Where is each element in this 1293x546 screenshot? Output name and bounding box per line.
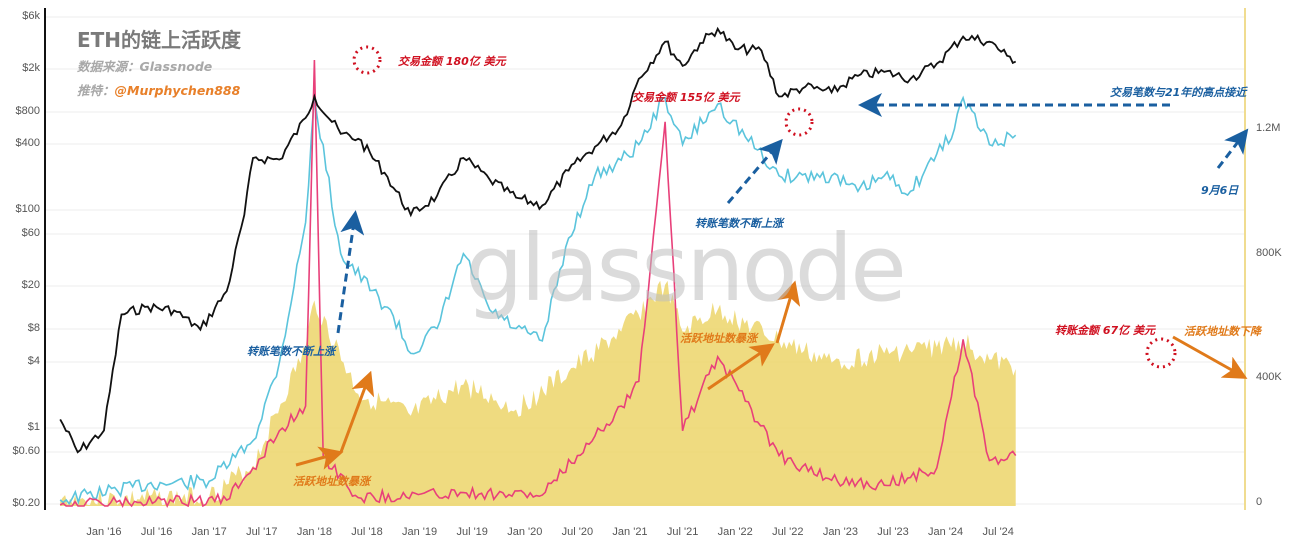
annotation-volume-2018: 交易金额 180亿 美元 [398,55,506,68]
chart-title: ETH的链上活跃度 [77,28,242,52]
arrow-tx-rising-2021 [726,138,783,204]
right-axis-tick-label: 400K [1256,371,1282,383]
arrow-sep6-rising [1216,128,1249,169]
right-axis-tick-label: 1.2M [1256,122,1281,134]
arrow-active-decline [1172,335,1248,379]
x-axis-tick-label: Jul '20 [561,526,594,538]
x-axis-tick-label: Jul '17 [246,526,278,538]
arrow-active-surge-2017a [295,446,344,470]
left-axis-tick-label: $0.20 [12,497,40,509]
twitter-handle[interactable]: @Murphychen888 [114,83,241,98]
data-source-value: Glassnode [139,59,213,74]
x-axis-tick-label: Jan '18 [296,526,332,538]
annotation-date-marker: 9月6日 [1201,184,1239,197]
x-axis-tick-label: Jan '21 [612,526,648,538]
arrow-tx-rising-2017 [336,210,365,334]
x-axis-tick-label: Jul '19 [456,526,488,538]
right-axis-tick-label: 800K [1256,247,1282,259]
left-axis-tick-label: $4 [27,355,40,367]
x-axis-tick-label: Jan '17 [191,526,227,538]
transfer-volume-line [59,59,1017,508]
x-axis-tick-label: Jul '18 [351,526,383,538]
twitter-label: 推特： [77,83,115,98]
eth-price-line [59,26,1017,454]
annotation-active-surge-2017: 活跃地址数暴涨 [293,475,370,488]
annotation-tx-near-high: 交易笔数与21年的高点接近 [1110,86,1247,99]
transactions-line [59,95,1017,506]
left-axis-tick-label: $6k [22,10,40,22]
highlight-circle-2024 [1145,337,1177,369]
x-axis-tick-label: Jul '23 [877,526,909,538]
annotation-volume-2021: 交易金额 155亿 美元 [632,91,740,104]
left-axis-tick-label: $1 [27,421,40,433]
x-axis-tick-label: Jan '16 [86,526,122,538]
left-axis-tick-label: $8 [27,322,40,334]
left-axis-tick-label: $60 [21,227,40,239]
annotation-active-decline: 活跃地址数下降 [1184,325,1261,338]
arrow-active-surge-2020 [707,343,775,391]
right-axis-tick-label: 0 [1256,496,1263,508]
arrow-active-surge-2021 [775,280,801,344]
left-axis-tick-label: $800 [15,105,40,117]
left-axis-tick-label: $100 [15,203,40,215]
highlight-circle-2021 [784,107,814,137]
arrow-active-surge-2017b [339,370,375,453]
twitter-credit: 推特：@Murphychen888 [77,80,240,99]
x-axis-tick-label: Jul '22 [772,526,804,538]
left-axis-tick-label: $20 [21,279,40,291]
highlight-circle-2018 [352,45,382,75]
x-axis-tick-label: Jan '19 [402,526,438,538]
left-axis-tick-label: $400 [15,137,40,149]
x-axis-tick-label: Jan '24 [928,526,964,538]
x-axis-tick-label: Jul '24 [982,526,1014,538]
x-axis-tick-label: Jul '16 [140,526,173,538]
left-axis-tick-label: $2k [22,62,40,74]
x-axis-tick-label: Jan '20 [507,526,543,538]
data-source: 数据来源：Glassnode [77,56,212,75]
data-source-label: 数据来源： [77,59,140,74]
x-axis-tick-label: Jan '22 [717,526,753,538]
annotation-transfer-volume-2024: 转账金额 67亿 美元 [1055,324,1155,337]
annotation-tx-rising-2017: 转账笔数不断上涨 [247,345,335,358]
glassnode-watermark: glassnode [465,215,907,322]
annotation-tx-rising-2021: 转账笔数不断上涨 [695,217,783,230]
x-axis-tick-label: Jul '21 [666,526,699,538]
annotation-active-surge-2020: 活跃地址数暴涨 [680,332,757,345]
left-axis-tick-label: $0.60 [12,445,40,457]
x-axis-tick-label: Jan '23 [822,526,858,538]
